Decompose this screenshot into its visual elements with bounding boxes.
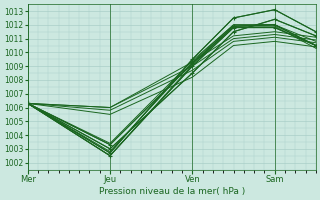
X-axis label: Pression niveau de la mer( hPa ): Pression niveau de la mer( hPa ): [99, 187, 245, 196]
